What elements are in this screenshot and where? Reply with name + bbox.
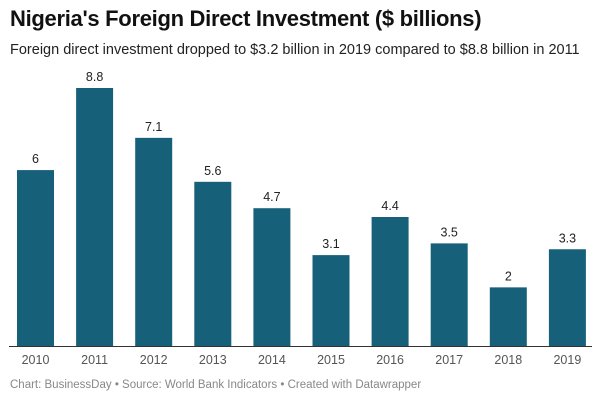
bar-2019 (548, 249, 586, 346)
value-label: 5.6 (204, 164, 221, 178)
x-tick-label: 2012 (140, 353, 168, 367)
value-label: 2 (505, 269, 512, 283)
chart-title: Nigeria's Foreign Direct Investment ($ b… (10, 6, 482, 31)
x-tick-label: 2010 (22, 353, 50, 367)
x-tick-label: 2018 (494, 353, 522, 367)
bar-2015 (312, 255, 350, 346)
x-tick-label: 2011 (81, 353, 108, 367)
chart-subtitle: Foreign direct investment dropped to $3.… (10, 42, 580, 58)
bar-2013 (194, 181, 232, 346)
bar-2010 (17, 170, 54, 346)
x-tick-label: 2015 (317, 353, 345, 367)
x-tick-label: 2019 (553, 353, 581, 367)
x-tick-label: 2016 (376, 353, 404, 367)
bar-2017 (430, 243, 468, 346)
chart-footer: Chart: BusinessDay • Source: World Bank … (10, 379, 422, 391)
value-label: 3.1 (322, 237, 339, 251)
bar-2011 (76, 88, 114, 346)
value-label: 7.1 (145, 120, 162, 134)
x-tick-label: 2014 (258, 353, 286, 367)
x-tick-label: 2017 (435, 353, 463, 367)
x-tick-label: 2013 (199, 353, 227, 367)
value-label: 8.8 (86, 70, 103, 84)
bar-2016 (371, 217, 409, 346)
value-label: 6 (32, 152, 39, 166)
bar-2018 (489, 287, 527, 346)
value-label: 3.5 (441, 225, 458, 239)
value-label: 3.3 (559, 231, 576, 245)
value-label: 4.7 (263, 190, 280, 204)
value-label: 4.4 (381, 199, 398, 213)
bar-2014 (253, 208, 291, 346)
bar-2012 (135, 137, 173, 346)
